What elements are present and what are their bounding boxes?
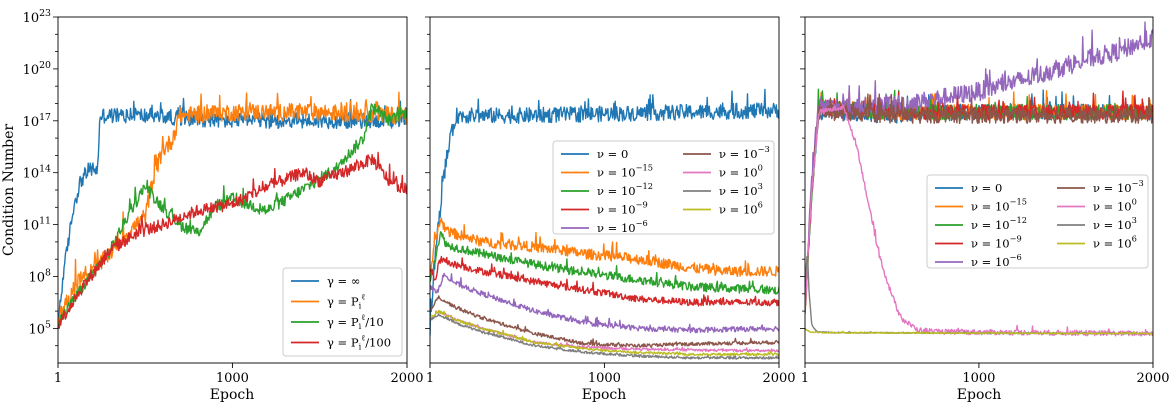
legend-label-nu-10e-15: ν = 10−15 [971, 197, 1027, 214]
legend-label-nu-10e-12: ν = 10−12 [971, 215, 1027, 232]
x-tick-label: 1000 [962, 371, 995, 386]
legend-label-nu-0: ν = 0 [597, 147, 628, 161]
legend-label-gamma-inf: γ = ∞ [327, 274, 360, 288]
legend-box [552, 140, 775, 235]
x-tick-label: 1 [54, 371, 62, 386]
series-line-nu-0 [430, 88, 779, 336]
series-line-nu-10e-6 [805, 21, 1153, 308]
legend-label-nu-10e-9: ν = 10−9 [971, 234, 1022, 251]
legend-label-gamma-p-iel: γ = Piℓ [327, 292, 365, 311]
legend-label-nu-10e3: ν = 103 [719, 181, 763, 198]
legend-box [926, 174, 1149, 269]
series-line-gamma-p-iel-10 [58, 103, 407, 330]
y-tick-label: 1017 [23, 112, 51, 130]
y-tick-label: 1020 [23, 60, 51, 78]
panel-nu-b: 1 1000 2000 Epoch ν = 0 ν = 10−15ν = 10−12 ν… [800, 16, 1170, 403]
series-line-nu-10e-15 [430, 217, 779, 278]
series-line-nu-10e-6 [430, 272, 779, 334]
legend-label-nu-10e-3: ν = 10−3 [1093, 178, 1144, 195]
legend-label-nu-10e0: ν = 100 [1093, 197, 1137, 214]
x-tick-label: 1000 [588, 371, 621, 386]
panel-gamma-x-axis-title: Epoch [210, 387, 254, 403]
x-tick-label: 1 [426, 371, 434, 386]
panel-nu-a-x-axis-title: Epoch [582, 387, 626, 403]
legend-label-nu-10e-6: ν = 10−6 [597, 218, 648, 235]
legend-label-gamma-p-iel-10: γ = Piℓ/10 [327, 312, 384, 331]
x-tick-label: 2000 [1136, 371, 1169, 386]
y-tick-label: 1011 [23, 216, 51, 234]
legend-box [282, 267, 403, 357]
legend-label-nu-0: ν = 0 [971, 181, 1002, 195]
series-line-gamma-p-iel-100 [58, 151, 407, 329]
y-axis-title: Condition Number [1, 124, 17, 256]
x-tick-label: 1000 [216, 371, 249, 386]
series-line-nu-10e-9 [430, 255, 779, 307]
y-tick-label: 105 [29, 319, 52, 337]
panel-nu-a: 1 1000 2000 Epoch ν = 0 ν = 10−15ν = 10−12 ν… [425, 16, 796, 403]
y-tick-label: 1023 [23, 8, 51, 26]
series-line-nu-10e-3 [430, 295, 779, 348]
legend-label-nu-10e-6: ν = 10−6 [971, 252, 1022, 269]
series-line-nu-10e-12 [430, 231, 779, 295]
series-line-nu-10e6 [805, 327, 1153, 335]
series-line-nu-10e-3 [805, 93, 1153, 307]
legend-label-nu-10e0: ν = 100 [719, 163, 763, 180]
legend-label-nu-10e-9: ν = 10−9 [597, 200, 648, 217]
legend-label-nu-10e-3: ν = 10−3 [719, 144, 770, 161]
legend-label-gamma-p-iel-100: γ = Piℓ/100 [327, 333, 391, 352]
y-tick-label: 108 [29, 268, 52, 286]
series-line-nu-10e3 [430, 313, 779, 360]
x-tick-label: 2000 [390, 371, 423, 386]
series-line-nu-10e6 [430, 310, 779, 357]
legend-label-nu-10e-15: ν = 10−15 [597, 163, 653, 180]
panel-nu-b-x-axis-title: Epoch [957, 387, 1001, 403]
legend-label-nu-10e6: ν = 106 [1093, 234, 1137, 251]
panel-gamma: 1 1000 2000 105 108 1011 1014 1017 1020 1023 Epoc… [23, 8, 424, 403]
y-tick-label: 1014 [23, 164, 51, 182]
legend-label-nu-10e6: ν = 106 [719, 200, 763, 217]
x-tick-label: 2000 [762, 371, 795, 386]
legend-label-nu-10e-12: ν = 10−12 [597, 181, 653, 198]
legend-label-nu-10e3: ν = 103 [1093, 215, 1137, 232]
x-tick-label: 1 [801, 371, 809, 386]
